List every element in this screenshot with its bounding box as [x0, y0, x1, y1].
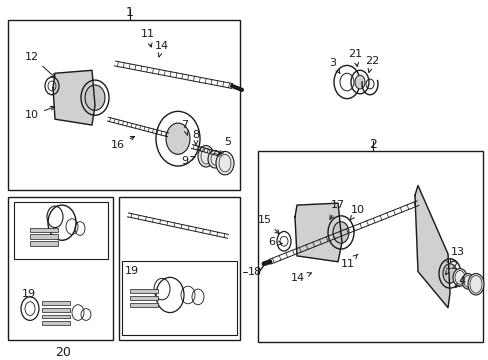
Text: 2: 2	[368, 138, 376, 151]
Bar	[42, 321, 70, 325]
Text: 15: 15	[258, 215, 279, 234]
Ellipse shape	[198, 145, 214, 167]
Polygon shape	[53, 70, 95, 125]
Bar	[42, 301, 70, 305]
Bar	[30, 241, 58, 246]
Text: 19: 19	[125, 266, 139, 276]
Text: 19: 19	[22, 289, 36, 299]
Bar	[14, 202, 108, 259]
Text: 20: 20	[55, 346, 71, 359]
Polygon shape	[414, 185, 449, 308]
Text: 21: 21	[347, 49, 361, 67]
Ellipse shape	[452, 269, 466, 286]
Text: 13: 13	[449, 247, 464, 262]
Ellipse shape	[354, 75, 364, 89]
Text: 9: 9	[181, 156, 195, 166]
Bar	[30, 234, 58, 239]
Text: 10: 10	[25, 107, 54, 120]
Text: 12: 12	[444, 261, 458, 275]
Bar	[42, 308, 70, 311]
Text: 8: 8	[192, 130, 199, 145]
Text: 5: 5	[220, 137, 231, 155]
Text: 14: 14	[290, 273, 311, 283]
Bar	[42, 315, 70, 318]
Text: 17: 17	[329, 200, 345, 219]
Text: 7: 7	[181, 120, 188, 136]
Bar	[130, 303, 158, 307]
Ellipse shape	[332, 222, 348, 243]
Text: 11: 11	[340, 254, 357, 269]
Ellipse shape	[216, 152, 234, 175]
Text: 22: 22	[364, 55, 378, 72]
Text: 3: 3	[329, 58, 340, 73]
Bar	[130, 289, 158, 293]
Text: 12: 12	[25, 51, 55, 77]
Text: 1: 1	[126, 6, 134, 19]
Bar	[130, 296, 158, 300]
Ellipse shape	[461, 274, 473, 289]
Polygon shape	[294, 203, 341, 262]
Ellipse shape	[207, 150, 222, 168]
Ellipse shape	[467, 274, 483, 295]
Bar	[30, 228, 58, 233]
Bar	[8, 19, 240, 190]
Text: 14: 14	[155, 41, 169, 57]
Text: 10: 10	[349, 205, 364, 220]
Text: 18: 18	[247, 266, 262, 276]
Bar	[119, 197, 240, 340]
Ellipse shape	[165, 123, 190, 154]
Text: 4: 4	[455, 276, 465, 288]
Ellipse shape	[442, 264, 456, 283]
Bar	[8, 197, 113, 340]
Bar	[122, 261, 237, 335]
Ellipse shape	[85, 85, 105, 111]
Bar	[258, 152, 482, 342]
Text: 11: 11	[141, 29, 155, 47]
Text: 6: 6	[268, 237, 282, 247]
Text: 16: 16	[111, 136, 134, 149]
